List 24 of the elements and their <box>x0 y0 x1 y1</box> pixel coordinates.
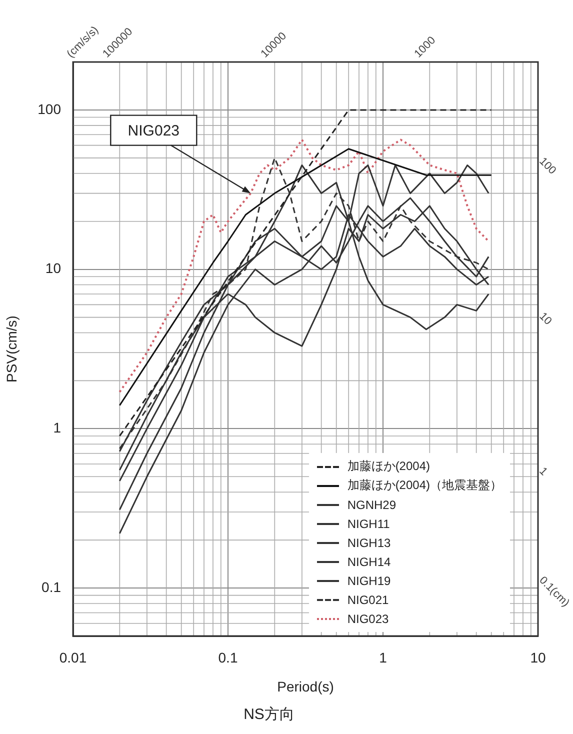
x-axis-title: Period(s) <box>277 678 334 694</box>
y-tick-label: 10 <box>45 260 62 276</box>
x-tick-label: 0.01 <box>59 649 87 666</box>
annotation: 10 <box>536 310 554 328</box>
y-tick-label: 1 <box>53 420 62 436</box>
y-axis-title: PSV(cm/s) <box>3 316 20 382</box>
legend-label: NIGH19 <box>347 574 391 588</box>
annotation: NIG023 <box>128 122 180 140</box>
legend-label: NIG023 <box>347 612 389 626</box>
y-tick-label: 100 <box>38 100 62 117</box>
x-tick-label: 10 <box>530 649 546 666</box>
legend-label: NIG021 <box>347 592 389 606</box>
x-tick-label: 1 <box>379 649 388 666</box>
legend-label: 加藤ほか(2004) <box>347 458 430 475</box>
legend-label: 加藤ほか(2004)（地震基盤） <box>347 477 502 494</box>
legend-label: NIGH13 <box>347 536 391 550</box>
legend-label: NIGH14 <box>347 554 391 568</box>
annotation: 100 <box>536 155 558 177</box>
legend-label: NGNH29 <box>347 498 396 512</box>
annotation: 1 <box>536 465 550 478</box>
text: NS方向 <box>244 706 294 724</box>
y-tick-label: 0.1 <box>42 578 62 595</box>
x-tick-label: 0.1 <box>218 649 238 666</box>
legend-label: NIGH11 <box>347 516 390 530</box>
